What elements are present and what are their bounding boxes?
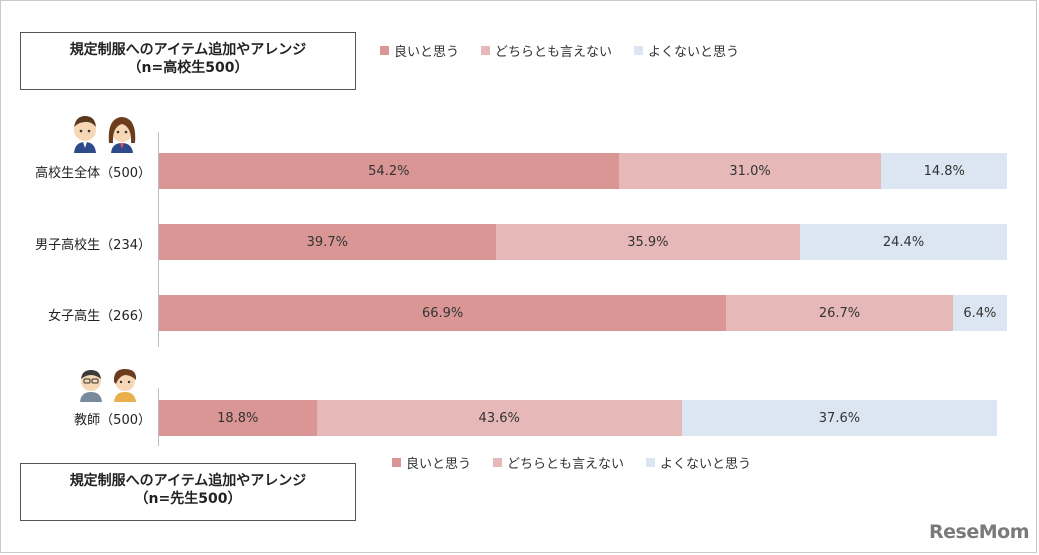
chart-title-students: 規定制服へのアイテム追加やアレンジ （n=高校生500） [20,32,356,90]
bar-label-good-1: 39.7% [306,234,348,250]
category-label-teachers: 教師（500） [74,413,151,428]
category-label-female-students: 女子高生（266） [48,309,151,324]
legend-swatch-bad [634,46,644,55]
bar-good-1: 39.7% [159,224,496,260]
bar-label-bad-1: 24.4% [882,234,925,250]
legend-item-bad-bottom: よくないと思う [646,453,751,472]
bar-label-bad-3: 37.6% [818,410,861,426]
legend-label-neutral: どちらとも言えない [495,45,613,60]
legend-label-neutral-bottom: どちらとも言えない [507,457,625,472]
bar-good-0: 54.2% [159,153,619,189]
bar-label-neutral-3: 43.6% [478,410,520,426]
category-label-all-students: 高校生全体（500） [35,166,151,181]
legend-label-bad: よくないと思う [648,45,740,60]
students-icon [74,116,136,153]
legend-label-good: 良いと思う [394,45,460,60]
bar-neutral-2: 26.7% [726,295,953,331]
bar-bad-3: 37.6% [681,400,997,436]
legend-swatch-bad-bottom [646,458,656,467]
legend-swatch-good-bottom [392,458,401,467]
bar-neutral-0: 31.0% [618,153,882,189]
resemom-logo: ReseMom [929,521,1029,543]
legend-item-neutral-bottom: どちらとも言えない [493,453,624,472]
bar-neutral-1: 35.9% [495,224,801,260]
teachers-icon [80,369,137,402]
bar-label-good-3: 18.8% [217,410,259,426]
legend-swatch-neutral-bottom [493,458,503,467]
bar-bad-1: 24.4% [800,224,1007,260]
bar-good-3: 18.8% [159,400,317,436]
bar-label-bad-0: 14.8% [923,163,965,179]
bar-label-good-0: 54.2% [368,163,410,179]
bar-label-neutral-0: 31.0% [729,163,771,179]
axis-line-teachers [158,388,159,446]
bar-neutral-3: 43.6% [316,400,682,436]
legend-item-good-bottom: 良いと思う [392,453,471,472]
title-line-2-teachers: （n=先生500） [134,491,242,507]
legend-item-good: 良いと思う [380,41,459,60]
legend-label-bad-bottom: よくないと思う [660,457,752,472]
legend-label-good-bottom: 良いと思う [406,457,472,472]
title-line-1: 規定制服へのアイテム追加やアレンジ [69,42,307,58]
title-line-2: （n=高校生500） [127,60,249,76]
legend-item-neutral: どちらとも言えない [481,41,612,60]
legend-swatch-neutral [481,46,491,55]
bar-label-good-2: 66.9% [421,305,464,321]
legend-item-bad: よくないと思う [634,41,739,60]
chart-title-teachers: 規定制服へのアイテム追加やアレンジ （n=先生500） [20,463,356,521]
bar-label-bad-2: 6.4% [963,305,997,321]
bar-good-2: 66.9% [159,295,727,331]
legend-bottom: 良いと思う どちらとも言えない よくないと思う [392,453,773,472]
bar-label-neutral-2: 26.7% [818,305,861,321]
bar-bad-0: 14.8% [881,153,1007,189]
category-label-male-students: 男子高校生（234） [35,238,151,253]
title-line-1-teachers: 規定制服へのアイテム追加やアレンジ [69,473,307,489]
bar-bad-2: 6.4% [952,295,1007,331]
axis-line-students [158,132,159,347]
legend-top: 良いと思う どちらとも言えない よくないと思う [380,41,761,60]
legend-swatch-good [380,46,389,55]
bar-label-neutral-1: 35.9% [627,234,669,250]
